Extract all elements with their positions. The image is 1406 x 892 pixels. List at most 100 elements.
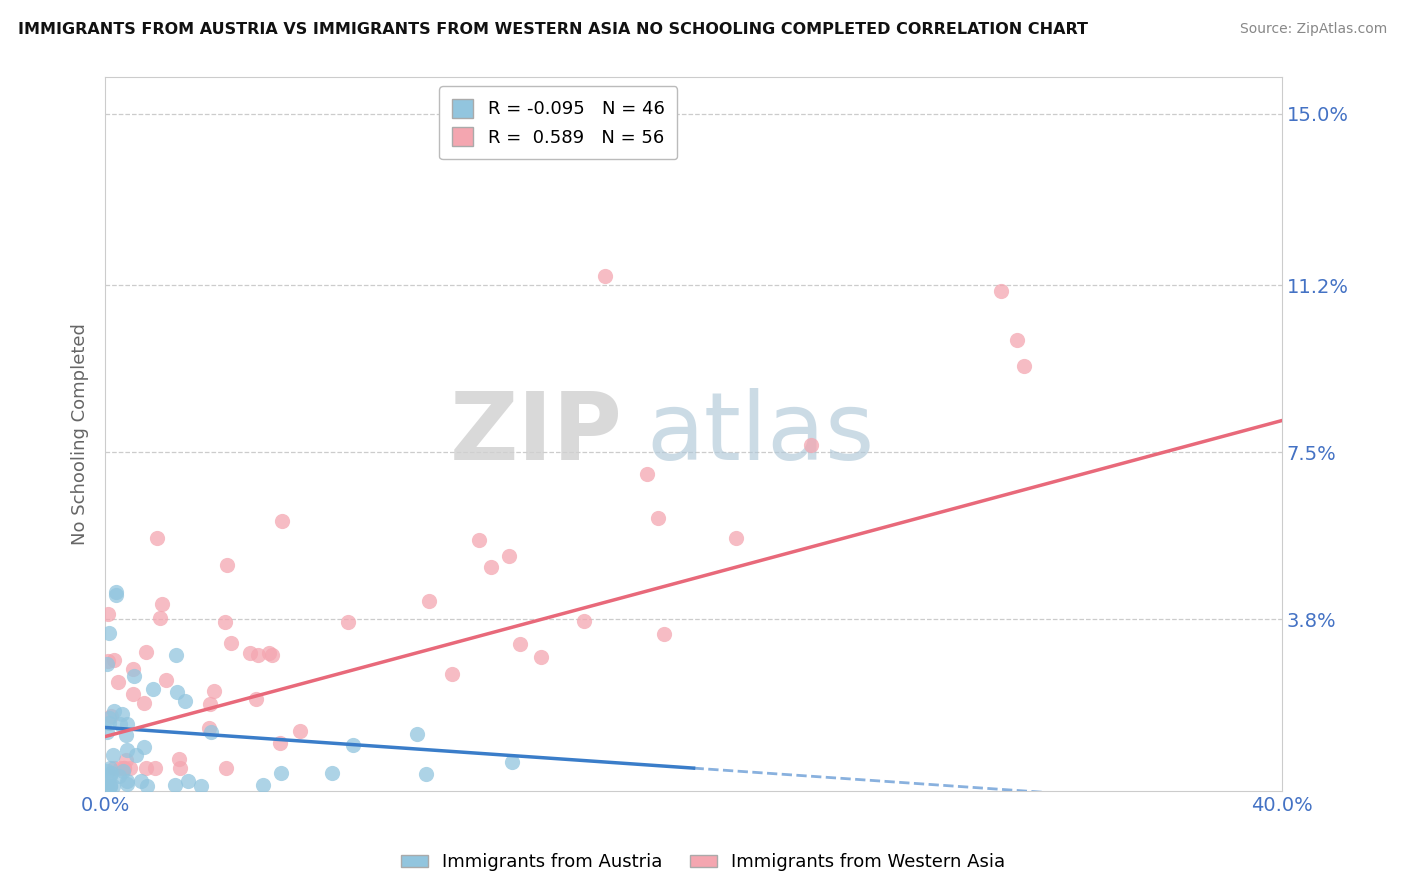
- Point: [169, 761, 191, 775]
- Point: [131, 773, 153, 788]
- Point: [98, 626, 121, 640]
- Point: [96, 779, 118, 793]
- Point: [572, 614, 595, 628]
- Point: [214, 615, 236, 629]
- Point: [654, 627, 676, 641]
- Point: [800, 438, 823, 452]
- Point: [406, 727, 429, 741]
- Point: [260, 648, 283, 662]
- Point: [115, 774, 138, 789]
- Point: [270, 514, 292, 528]
- Point: [269, 735, 291, 749]
- Legend: R = -0.095   N = 46, R =  0.589   N = 56: R = -0.095 N = 46, R = 0.589 N = 56: [439, 87, 678, 160]
- Point: [96, 764, 118, 778]
- Point: [215, 761, 238, 775]
- Point: [202, 683, 225, 698]
- Point: [155, 673, 177, 688]
- Point: [120, 761, 142, 775]
- Point: [103, 704, 125, 718]
- Point: [239, 647, 262, 661]
- Point: [97, 607, 120, 622]
- Point: [103, 761, 125, 775]
- Point: [97, 654, 120, 668]
- Point: [103, 779, 125, 793]
- Point: [467, 533, 489, 547]
- Point: [200, 724, 222, 739]
- Point: [98, 716, 121, 731]
- Point: [115, 753, 138, 767]
- Point: [100, 708, 122, 723]
- Point: [132, 696, 155, 710]
- Point: [259, 646, 281, 660]
- Point: [636, 467, 658, 482]
- Point: [215, 558, 238, 572]
- Point: [125, 747, 148, 762]
- Point: [509, 637, 531, 651]
- Point: [149, 611, 172, 625]
- Text: IMMIGRANTS FROM AUSTRIA VS IMMIGRANTS FROM WESTERN ASIA NO SCHOOLING COMPLETED C: IMMIGRANTS FROM AUSTRIA VS IMMIGRANTS FR…: [18, 22, 1088, 37]
- Point: [98, 779, 121, 793]
- Point: [418, 594, 440, 608]
- Point: [112, 761, 135, 775]
- Point: [198, 721, 221, 735]
- Point: [110, 761, 132, 775]
- Point: [122, 668, 145, 682]
- Point: [141, 681, 163, 696]
- Point: [117, 777, 139, 791]
- Point: [1005, 334, 1028, 348]
- Point: [530, 650, 553, 665]
- Point: [479, 560, 502, 574]
- Point: [146, 531, 169, 545]
- Point: [321, 766, 343, 780]
- Text: atlas: atlas: [647, 388, 875, 480]
- Point: [176, 773, 198, 788]
- Point: [112, 761, 135, 775]
- Point: [104, 588, 127, 602]
- Y-axis label: No Schooling Completed: No Schooling Completed: [72, 323, 89, 545]
- Point: [115, 717, 138, 731]
- Point: [136, 779, 159, 793]
- Point: [167, 752, 190, 766]
- Point: [100, 766, 122, 780]
- Point: [342, 738, 364, 752]
- Point: [1012, 359, 1035, 374]
- Point: [219, 635, 242, 649]
- Point: [200, 697, 222, 711]
- Point: [173, 694, 195, 708]
- Point: [132, 739, 155, 754]
- Point: [107, 675, 129, 690]
- Legend: Immigrants from Austria, Immigrants from Western Asia: Immigrants from Austria, Immigrants from…: [394, 847, 1012, 879]
- Point: [111, 707, 134, 722]
- Point: [150, 597, 173, 611]
- Point: [115, 728, 138, 742]
- Point: [165, 648, 187, 663]
- Point: [105, 585, 128, 599]
- Point: [98, 762, 121, 776]
- Point: [143, 761, 166, 775]
- Point: [165, 778, 187, 792]
- Point: [498, 549, 520, 564]
- Point: [415, 767, 437, 781]
- Point: [166, 685, 188, 699]
- Point: [501, 755, 523, 769]
- Point: [252, 778, 274, 792]
- Point: [122, 687, 145, 701]
- Point: [135, 645, 157, 659]
- Point: [246, 648, 269, 662]
- Point: [97, 710, 120, 724]
- Text: ZIP: ZIP: [450, 388, 623, 480]
- Point: [98, 769, 121, 783]
- Point: [111, 764, 134, 778]
- Point: [96, 724, 118, 739]
- Point: [122, 662, 145, 676]
- Point: [245, 692, 267, 706]
- Point: [595, 268, 617, 283]
- Point: [990, 284, 1012, 298]
- Point: [336, 615, 359, 630]
- Point: [103, 653, 125, 667]
- Point: [108, 717, 131, 731]
- Point: [190, 779, 212, 793]
- Point: [107, 769, 129, 783]
- Point: [115, 742, 138, 756]
- Point: [103, 748, 125, 763]
